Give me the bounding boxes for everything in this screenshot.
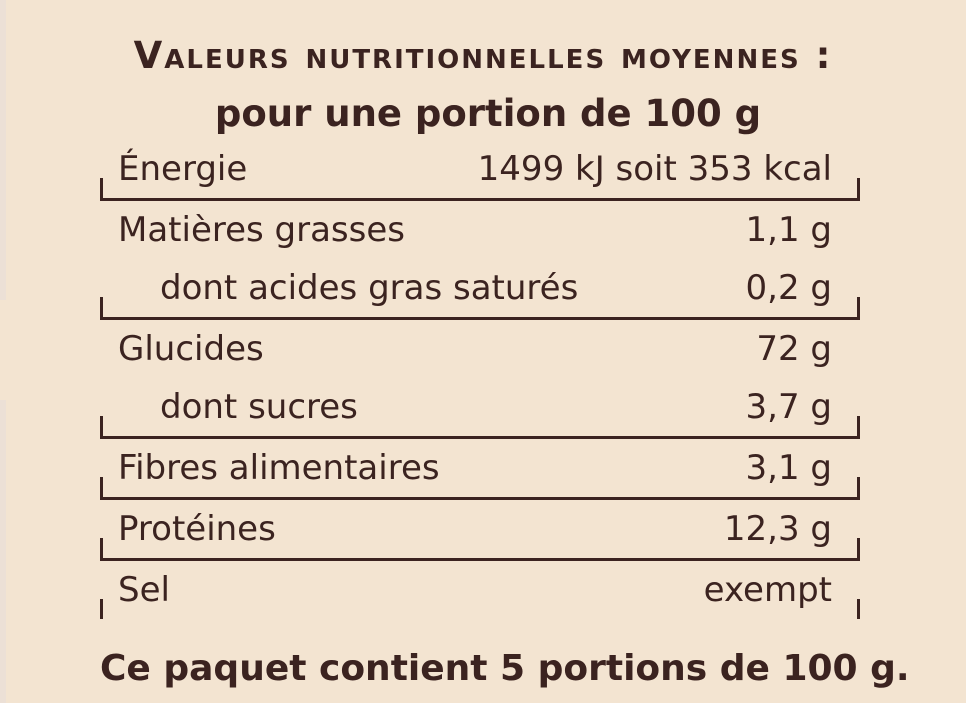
value-sel: exempt xyxy=(703,570,832,610)
label-energie: Énergie xyxy=(118,149,248,189)
section-fibres: Fibres alimentaires 3,1 g xyxy=(100,439,860,500)
portion-subtitle: pour une portion de 100 g xyxy=(214,92,762,135)
package-portions-note: Ce paquet contient 5 portions de 100 g. xyxy=(100,648,910,689)
row-glucides: Glucides 72 g xyxy=(100,320,860,378)
section-energie: Énergie 1499 kJ soit 353 kcal xyxy=(100,140,860,201)
value-glucides: 72 g xyxy=(756,329,832,369)
nutrition-table: Énergie 1499 kJ soit 353 kcal Matières g… xyxy=(100,140,860,619)
row-matieres-grasses: Matières grasses 1,1 g xyxy=(100,201,860,259)
row-sucres: dont sucres 3,7 g xyxy=(100,378,860,436)
section-proteines: Protéines 12,3 g xyxy=(100,500,860,561)
row-fibres: Fibres alimentaires 3,1 g xyxy=(100,439,860,497)
value-proteines: 12,3 g xyxy=(723,509,832,549)
row-proteines: Protéines 12,3 g xyxy=(100,500,860,558)
section-matieres-grasses: Matières grasses 1,1 g dont acides gras … xyxy=(100,201,860,320)
label-sel: Sel xyxy=(118,570,170,610)
row-acides-gras-satures: dont acides gras saturés 0,2 g xyxy=(100,259,860,317)
value-sucres: 3,7 g xyxy=(745,387,832,427)
label-proteines: Protéines xyxy=(118,509,276,549)
label-acides-gras-satures: dont acides gras saturés xyxy=(160,268,579,308)
value-energie: 1499 kJ soit 353 kcal xyxy=(477,149,832,189)
label-glucides: Glucides xyxy=(118,329,264,369)
nutrition-title: Valeurs nutritionnelles moyennes : xyxy=(133,34,833,77)
left-edge-strip xyxy=(0,0,6,300)
row-energie: Énergie 1499 kJ soit 353 kcal xyxy=(100,140,860,198)
section-sel: Sel exempt xyxy=(100,561,860,619)
label-fibres: Fibres alimentaires xyxy=(118,448,440,488)
left-edge-strip-lower xyxy=(0,400,6,703)
value-acides-gras-satures: 0,2 g xyxy=(745,268,832,308)
section-glucides: Glucides 72 g dont sucres 3,7 g xyxy=(100,320,860,439)
value-fibres: 3,1 g xyxy=(745,448,832,488)
label-matieres-grasses: Matières grasses xyxy=(118,210,405,250)
row-sel: Sel exempt xyxy=(100,561,860,619)
label-sucres: dont sucres xyxy=(160,387,358,427)
value-matieres-grasses: 1,1 g xyxy=(745,210,832,250)
